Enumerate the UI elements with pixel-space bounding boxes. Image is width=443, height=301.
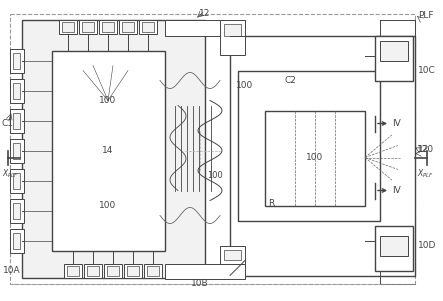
Bar xyxy=(13,113,20,129)
Bar xyxy=(10,108,24,132)
Bar xyxy=(380,235,408,256)
Bar xyxy=(64,263,82,278)
Bar xyxy=(265,110,365,206)
Bar xyxy=(147,265,159,275)
Bar xyxy=(375,36,413,80)
Bar xyxy=(220,20,245,54)
Bar xyxy=(238,70,380,221)
Bar xyxy=(67,265,79,275)
Bar xyxy=(165,20,245,36)
Bar xyxy=(220,246,245,263)
Text: IV: IV xyxy=(392,186,401,195)
Bar xyxy=(13,232,20,249)
Bar xyxy=(127,265,139,275)
Text: 14: 14 xyxy=(102,146,114,155)
Bar xyxy=(224,250,241,259)
Bar xyxy=(84,263,102,278)
Bar xyxy=(10,169,24,193)
Text: 10D: 10D xyxy=(418,241,436,250)
Bar xyxy=(119,20,137,33)
Text: 10B: 10B xyxy=(191,280,209,288)
Bar xyxy=(13,172,20,188)
Text: 12: 12 xyxy=(418,144,429,154)
Bar xyxy=(99,20,117,33)
Bar xyxy=(104,263,122,278)
Bar xyxy=(87,265,99,275)
Text: 10A: 10A xyxy=(3,266,21,275)
Text: $X_{PLF}$: $X_{PLF}$ xyxy=(2,167,19,180)
Bar xyxy=(10,138,24,163)
Bar xyxy=(13,142,20,159)
Bar xyxy=(107,265,119,275)
Bar xyxy=(230,36,415,275)
Text: 100: 100 xyxy=(99,96,117,105)
Bar xyxy=(10,79,24,103)
Text: C2: C2 xyxy=(285,76,297,85)
Bar xyxy=(124,263,142,278)
Bar xyxy=(224,23,241,36)
Bar xyxy=(13,203,20,219)
Bar xyxy=(82,21,94,32)
Text: C1: C1 xyxy=(2,119,14,128)
Bar xyxy=(13,82,20,98)
Bar xyxy=(122,21,134,32)
Bar xyxy=(22,20,205,278)
Text: 100: 100 xyxy=(99,201,117,210)
Bar xyxy=(13,52,20,69)
Bar xyxy=(375,225,413,271)
Bar xyxy=(52,51,165,250)
Text: R: R xyxy=(268,199,274,208)
Text: 100: 100 xyxy=(307,153,324,162)
Text: IV: IV xyxy=(392,119,401,128)
Bar xyxy=(165,263,245,278)
Text: 12: 12 xyxy=(199,8,211,17)
Bar xyxy=(380,41,408,61)
Bar xyxy=(10,198,24,222)
Text: 100: 100 xyxy=(237,81,254,90)
Text: PLF: PLF xyxy=(418,11,434,20)
Bar xyxy=(62,21,74,32)
Text: 120: 120 xyxy=(417,144,434,154)
Text: 10C: 10C xyxy=(418,66,436,75)
Bar xyxy=(10,48,24,73)
Bar xyxy=(59,20,77,33)
Bar xyxy=(102,21,114,32)
Bar xyxy=(144,263,162,278)
Bar xyxy=(139,20,157,33)
Bar xyxy=(79,20,97,33)
Bar xyxy=(10,228,24,253)
Text: 100: 100 xyxy=(207,171,223,180)
Bar xyxy=(142,21,154,32)
Text: $X_{PLF}$: $X_{PLF}$ xyxy=(417,167,434,180)
